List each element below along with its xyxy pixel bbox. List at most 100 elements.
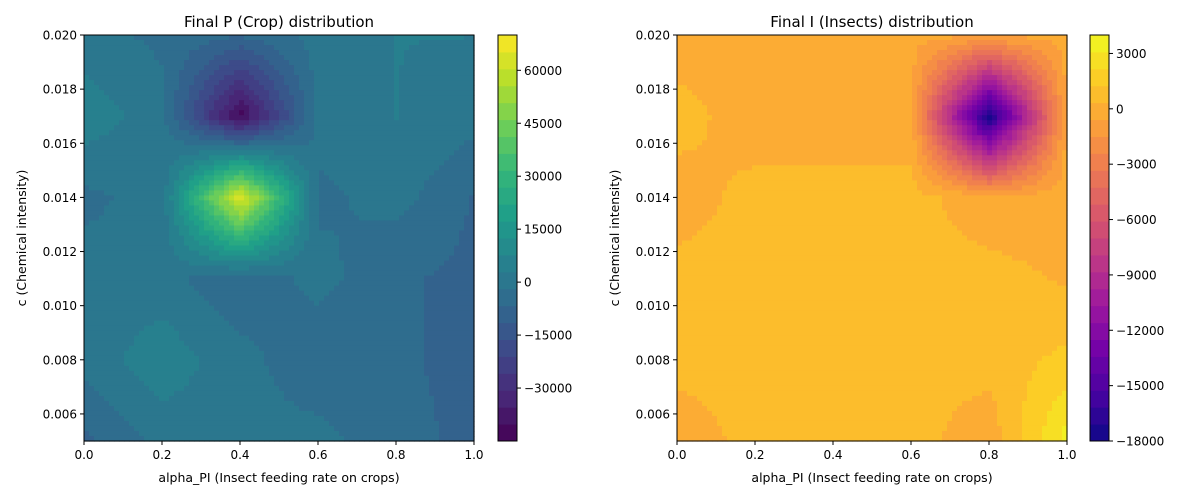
- contour-cell: [219, 55, 225, 61]
- contour-cell: [339, 160, 345, 166]
- contour-cell: [314, 55, 320, 61]
- contour-cell: [364, 340, 370, 347]
- contour-cell: [254, 210, 260, 217]
- contour-cell: [419, 210, 425, 217]
- contour-cell: [399, 340, 405, 347]
- contour-cell: [179, 55, 185, 61]
- contour-cell: [299, 65, 305, 71]
- contour-cell: [184, 85, 190, 91]
- contour-cell: [99, 275, 105, 282]
- contour-cell: [119, 60, 125, 66]
- contour-cell: [344, 155, 350, 161]
- contour-cell: [414, 170, 420, 176]
- contour-cell: [204, 150, 210, 156]
- contour-cell: [319, 220, 325, 227]
- contour-cell: [284, 305, 290, 312]
- contour-cell: [324, 205, 330, 212]
- contour-cell: [119, 290, 125, 297]
- contour-cell: [284, 325, 290, 332]
- contour-cell: [149, 60, 155, 66]
- contour-cell: [84, 45, 90, 51]
- contour-cell: [454, 115, 460, 121]
- contour-cell: [269, 245, 275, 252]
- contour-cell: [164, 85, 170, 91]
- contour-cell: [164, 145, 170, 151]
- contour-cell: [434, 340, 440, 347]
- contour-cell: [274, 40, 280, 46]
- contour-cell: [244, 240, 250, 247]
- contour-cell: [249, 315, 255, 322]
- contour-cell: [229, 325, 235, 332]
- contour-cell: [94, 45, 100, 51]
- contour-cell: [379, 350, 385, 357]
- contour-cell: [389, 120, 395, 126]
- contour-cell: [144, 190, 150, 196]
- contour-cell: [204, 175, 210, 181]
- contour-cell: [189, 235, 195, 242]
- contour-cell: [469, 120, 475, 126]
- contour-cell: [229, 275, 235, 282]
- contour-cell: [84, 110, 90, 116]
- contour-cell: [394, 65, 400, 71]
- contour-cell: [244, 320, 250, 327]
- contour-cell: [149, 115, 155, 121]
- contour-cell: [429, 185, 435, 191]
- contour-cell: [304, 235, 310, 242]
- contour-cell: [279, 170, 285, 176]
- contour-cell: [319, 85, 325, 91]
- contour-cell: [179, 190, 185, 196]
- contour-cell: [89, 45, 95, 51]
- contour-cell: [349, 110, 355, 116]
- contour-cell: [349, 95, 355, 101]
- contour-cell: [199, 280, 205, 287]
- contour-cell: [224, 140, 230, 146]
- contour-cell: [229, 220, 235, 227]
- contour-cell: [294, 215, 300, 222]
- contour-cell: [274, 60, 280, 66]
- contour-cell: [144, 295, 150, 302]
- contour-cell: [349, 280, 355, 287]
- contour-cell: [289, 295, 295, 302]
- contour-cell: [249, 170, 255, 176]
- contour-cell: [174, 325, 180, 332]
- contour-cell: [364, 345, 370, 352]
- contour-cell: [324, 75, 330, 81]
- contour-cell: [99, 280, 105, 287]
- contour-cell: [429, 225, 435, 232]
- contour-cell: [234, 285, 240, 292]
- contour-cell: [419, 265, 425, 272]
- contour-cell: [394, 315, 400, 322]
- contour-cell: [439, 285, 445, 292]
- contour-cell: [159, 45, 165, 51]
- contour-cell: [114, 255, 120, 262]
- contour-cell: [129, 35, 135, 41]
- contour-cell: [159, 115, 165, 121]
- contour-cell: [459, 255, 465, 262]
- contour-cell: [239, 330, 245, 337]
- contour-cell: [189, 155, 195, 161]
- contour-cell: [439, 300, 445, 307]
- contour-cell: [379, 340, 385, 347]
- contour-cell: [164, 70, 170, 76]
- contour-cell: [214, 335, 220, 342]
- contour-cell: [344, 175, 350, 181]
- contour-cell: [274, 295, 280, 302]
- contour-cell: [304, 345, 310, 352]
- contour-cell: [264, 325, 270, 332]
- contour-cell: [114, 295, 120, 302]
- contour-cell: [259, 320, 265, 327]
- contour-cell: [89, 145, 95, 151]
- contour-cell: [389, 265, 395, 272]
- contour-cell: [269, 135, 275, 141]
- contour-cell: [459, 115, 465, 121]
- contour-cell: [294, 240, 300, 247]
- contour-cell: [204, 115, 210, 121]
- contour-cell: [409, 55, 415, 61]
- contour-cell: [269, 240, 275, 247]
- contour-cell: [184, 225, 190, 232]
- contour-cell: [309, 140, 315, 146]
- contour-cell: [289, 250, 295, 257]
- contour-cell: [439, 100, 445, 106]
- contour-cell: [164, 350, 170, 357]
- contour-cell: [314, 80, 320, 86]
